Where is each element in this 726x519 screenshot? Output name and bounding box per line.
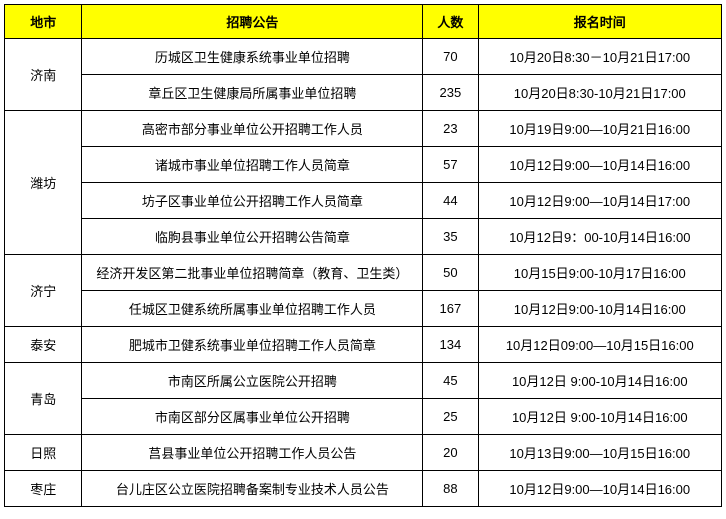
cell-count: 235 <box>423 75 478 111</box>
cell-count: 25 <box>423 399 478 435</box>
cell-time: 10月12日9:00—10月14日17:00 <box>478 183 721 219</box>
cell-count: 70 <box>423 39 478 75</box>
table-row: 潍坊高密市部分事业单位公开招聘工作人员2310月19日9:00—10月21日16… <box>5 111 722 147</box>
cell-count: 45 <box>423 363 478 399</box>
cell-city: 济宁 <box>5 255 82 327</box>
cell-time: 10月15日9:00-10月17日16:00 <box>478 255 721 291</box>
table-row: 日照莒县事业单位公开招聘工作人员公告2010月13日9:00—10月15日16:… <box>5 435 722 471</box>
cell-city: 潍坊 <box>5 111 82 255</box>
table-row: 章丘区卫生健康局所属事业单位招聘23510月20日8:30-10月21日17:0… <box>5 75 722 111</box>
cell-city: 枣庄 <box>5 471 82 507</box>
cell-time: 10月20日8:30-10月21日17:00 <box>478 75 721 111</box>
table-body: 济南历城区卫生健康系统事业单位招聘7010月20日8:30－10月21日17:0… <box>5 39 722 507</box>
cell-count: 134 <box>423 327 478 363</box>
recruitment-table: 地市 招聘公告 人数 报名时间 济南历城区卫生健康系统事业单位招聘7010月20… <box>4 4 722 507</box>
header-city: 地市 <box>5 5 82 39</box>
table-row: 济南历城区卫生健康系统事业单位招聘7010月20日8:30－10月21日17:0… <box>5 39 722 75</box>
cell-time: 10月12日 9:00-10月14日16:00 <box>478 399 721 435</box>
cell-announcement: 莒县事业单位公开招聘工作人员公告 <box>82 435 423 471</box>
cell-announcement: 市南区所属公立医院公开招聘 <box>82 363 423 399</box>
cell-city: 泰安 <box>5 327 82 363</box>
cell-announcement: 台儿庄区公立医院招聘备案制专业技术人员公告 <box>82 471 423 507</box>
cell-announcement: 肥城市卫健系统事业单位招聘工作人员简章 <box>82 327 423 363</box>
table-row: 诸城市事业单位招聘工作人员简章5710月12日9:00—10月14日16:00 <box>5 147 722 183</box>
cell-count: 20 <box>423 435 478 471</box>
table-row: 泰安肥城市卫健系统事业单位招聘工作人员简章13410月12日09:00—10月1… <box>5 327 722 363</box>
cell-count: 57 <box>423 147 478 183</box>
cell-time: 10月19日9:00—10月21日16:00 <box>478 111 721 147</box>
cell-announcement: 市南区部分区属事业单位公开招聘 <box>82 399 423 435</box>
cell-announcement: 经济开发区第二批事业单位招聘简章（教育、卫生类） <box>82 255 423 291</box>
cell-time: 10月12日09:00—10月15日16:00 <box>478 327 721 363</box>
table-row: 任城区卫健系统所属事业单位招聘工作人员16710月12日9:00-10月14日1… <box>5 291 722 327</box>
header-count: 人数 <box>423 5 478 39</box>
cell-time: 10月20日8:30－10月21日17:00 <box>478 39 721 75</box>
cell-announcement: 章丘区卫生健康局所属事业单位招聘 <box>82 75 423 111</box>
cell-time: 10月12日 9:00-10月14日16:00 <box>478 363 721 399</box>
cell-city: 济南 <box>5 39 82 111</box>
cell-count: 167 <box>423 291 478 327</box>
cell-time: 10月13日9:00—10月15日16:00 <box>478 435 721 471</box>
cell-count: 50 <box>423 255 478 291</box>
cell-time: 10月12日9:00-10月14日16:00 <box>478 291 721 327</box>
cell-announcement: 坊子区事业单位公开招聘工作人员简章 <box>82 183 423 219</box>
cell-time: 10月12日9：00-10月14日16:00 <box>478 219 721 255</box>
cell-announcement: 高密市部分事业单位公开招聘工作人员 <box>82 111 423 147</box>
cell-count: 23 <box>423 111 478 147</box>
cell-count: 88 <box>423 471 478 507</box>
table-row: 济宁经济开发区第二批事业单位招聘简章（教育、卫生类）5010月15日9:00-1… <box>5 255 722 291</box>
cell-announcement: 临朐县事业单位公开招聘公告简章 <box>82 219 423 255</box>
cell-time: 10月12日9:00—10月14日16:00 <box>478 147 721 183</box>
cell-time: 10月12日9:00—10月14日16:00 <box>478 471 721 507</box>
header-time: 报名时间 <box>478 5 721 39</box>
table-row: 青岛市南区所属公立医院公开招聘4510月12日 9:00-10月14日16:00 <box>5 363 722 399</box>
header-announcement: 招聘公告 <box>82 5 423 39</box>
table-row: 坊子区事业单位公开招聘工作人员简章4410月12日9:00—10月14日17:0… <box>5 183 722 219</box>
cell-city: 日照 <box>5 435 82 471</box>
table-row: 临朐县事业单位公开招聘公告简章3510月12日9：00-10月14日16:00 <box>5 219 722 255</box>
cell-announcement: 历城区卫生健康系统事业单位招聘 <box>82 39 423 75</box>
cell-count: 44 <box>423 183 478 219</box>
table-header-row: 地市 招聘公告 人数 报名时间 <box>5 5 722 39</box>
table-row: 市南区部分区属事业单位公开招聘2510月12日 9:00-10月14日16:00 <box>5 399 722 435</box>
cell-announcement: 诸城市事业单位招聘工作人员简章 <box>82 147 423 183</box>
cell-announcement: 任城区卫健系统所属事业单位招聘工作人员 <box>82 291 423 327</box>
cell-city: 青岛 <box>5 363 82 435</box>
table-row: 枣庄台儿庄区公立医院招聘备案制专业技术人员公告8810月12日9:00—10月1… <box>5 471 722 507</box>
cell-count: 35 <box>423 219 478 255</box>
